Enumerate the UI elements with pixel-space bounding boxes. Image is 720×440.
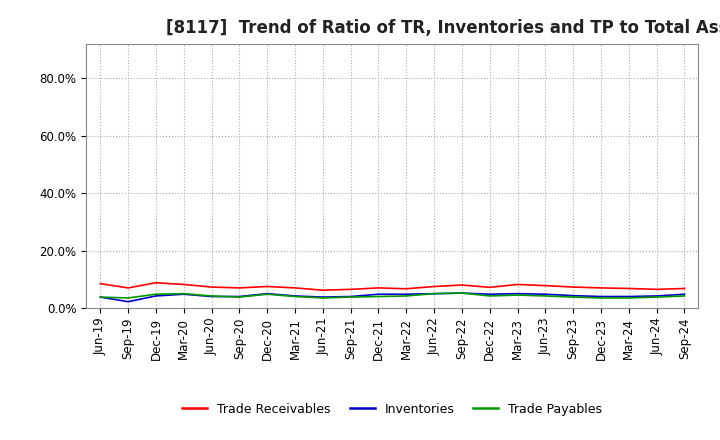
- Inventories: [402, 292, 410, 297]
- Trade Receivables: [624, 286, 633, 291]
- Inventories: [652, 293, 661, 299]
- Inventories: [624, 294, 633, 299]
- Inventories: [207, 294, 216, 299]
- Inventories: [485, 292, 494, 297]
- Trade Receivables: [513, 282, 522, 287]
- Inventories: [179, 292, 188, 297]
- Trade Payables: [291, 294, 300, 299]
- Trade Receivables: [430, 284, 438, 289]
- Trade Receivables: [652, 287, 661, 292]
- Trade Payables: [235, 294, 243, 300]
- Inventories: [541, 292, 550, 297]
- Trade Payables: [624, 295, 633, 301]
- Inventories: [680, 292, 689, 297]
- Inventories: [124, 299, 132, 304]
- Trade Payables: [263, 292, 271, 297]
- Trade Receivables: [597, 285, 606, 290]
- Trade Payables: [152, 292, 161, 297]
- Trade Receivables: [124, 285, 132, 290]
- Trade Receivables: [541, 283, 550, 288]
- Trade Payables: [485, 293, 494, 299]
- Trade Receivables: [402, 286, 410, 291]
- Trade Receivables: [569, 284, 577, 290]
- Trade Receivables: [207, 284, 216, 290]
- Trade Payables: [513, 293, 522, 298]
- Inventories: [318, 294, 327, 300]
- Inventories: [291, 293, 300, 299]
- Trade Payables: [458, 290, 467, 296]
- Inventories: [152, 293, 161, 299]
- Trade Receivables: [263, 284, 271, 289]
- Trade Receivables: [96, 281, 104, 286]
- Trade Payables: [402, 293, 410, 299]
- Trade Receivables: [485, 285, 494, 290]
- Inventories: [513, 291, 522, 296]
- Trade Payables: [541, 293, 550, 299]
- Trade Payables: [318, 295, 327, 301]
- Line: Inventories: Inventories: [100, 293, 685, 302]
- Trade Receivables: [291, 285, 300, 290]
- Trade Payables: [207, 293, 216, 299]
- Inventories: [597, 294, 606, 299]
- Line: Trade Receivables: Trade Receivables: [100, 283, 685, 290]
- Line: Trade Payables: Trade Payables: [100, 293, 685, 298]
- Inventories: [96, 294, 104, 300]
- Trade Payables: [680, 293, 689, 299]
- Trade Payables: [652, 294, 661, 300]
- Inventories: [569, 293, 577, 298]
- Trade Receivables: [374, 285, 383, 290]
- Trade Payables: [374, 294, 383, 299]
- Inventories: [374, 292, 383, 297]
- Trade Payables: [597, 295, 606, 301]
- Trade Receivables: [152, 280, 161, 286]
- Trade Receivables: [346, 287, 355, 292]
- Trade Receivables: [235, 285, 243, 290]
- Trade Receivables: [458, 282, 467, 288]
- Inventories: [430, 291, 438, 296]
- Inventories: [458, 290, 467, 296]
- Trade Payables: [179, 291, 188, 296]
- Inventories: [263, 291, 271, 296]
- Trade Receivables: [318, 288, 327, 293]
- Inventories: [346, 294, 355, 299]
- Text: [8117]  Trend of Ratio of TR, Inventories and TP to Total Assets: [8117] Trend of Ratio of TR, Inventories…: [166, 19, 720, 37]
- Inventories: [235, 294, 243, 299]
- Trade Payables: [569, 294, 577, 300]
- Trade Payables: [346, 294, 355, 300]
- Trade Payables: [430, 291, 438, 296]
- Legend: Trade Receivables, Inventories, Trade Payables: Trade Receivables, Inventories, Trade Pa…: [177, 398, 608, 421]
- Trade Payables: [124, 295, 132, 301]
- Trade Receivables: [680, 286, 689, 291]
- Trade Receivables: [179, 282, 188, 287]
- Trade Payables: [96, 294, 104, 300]
